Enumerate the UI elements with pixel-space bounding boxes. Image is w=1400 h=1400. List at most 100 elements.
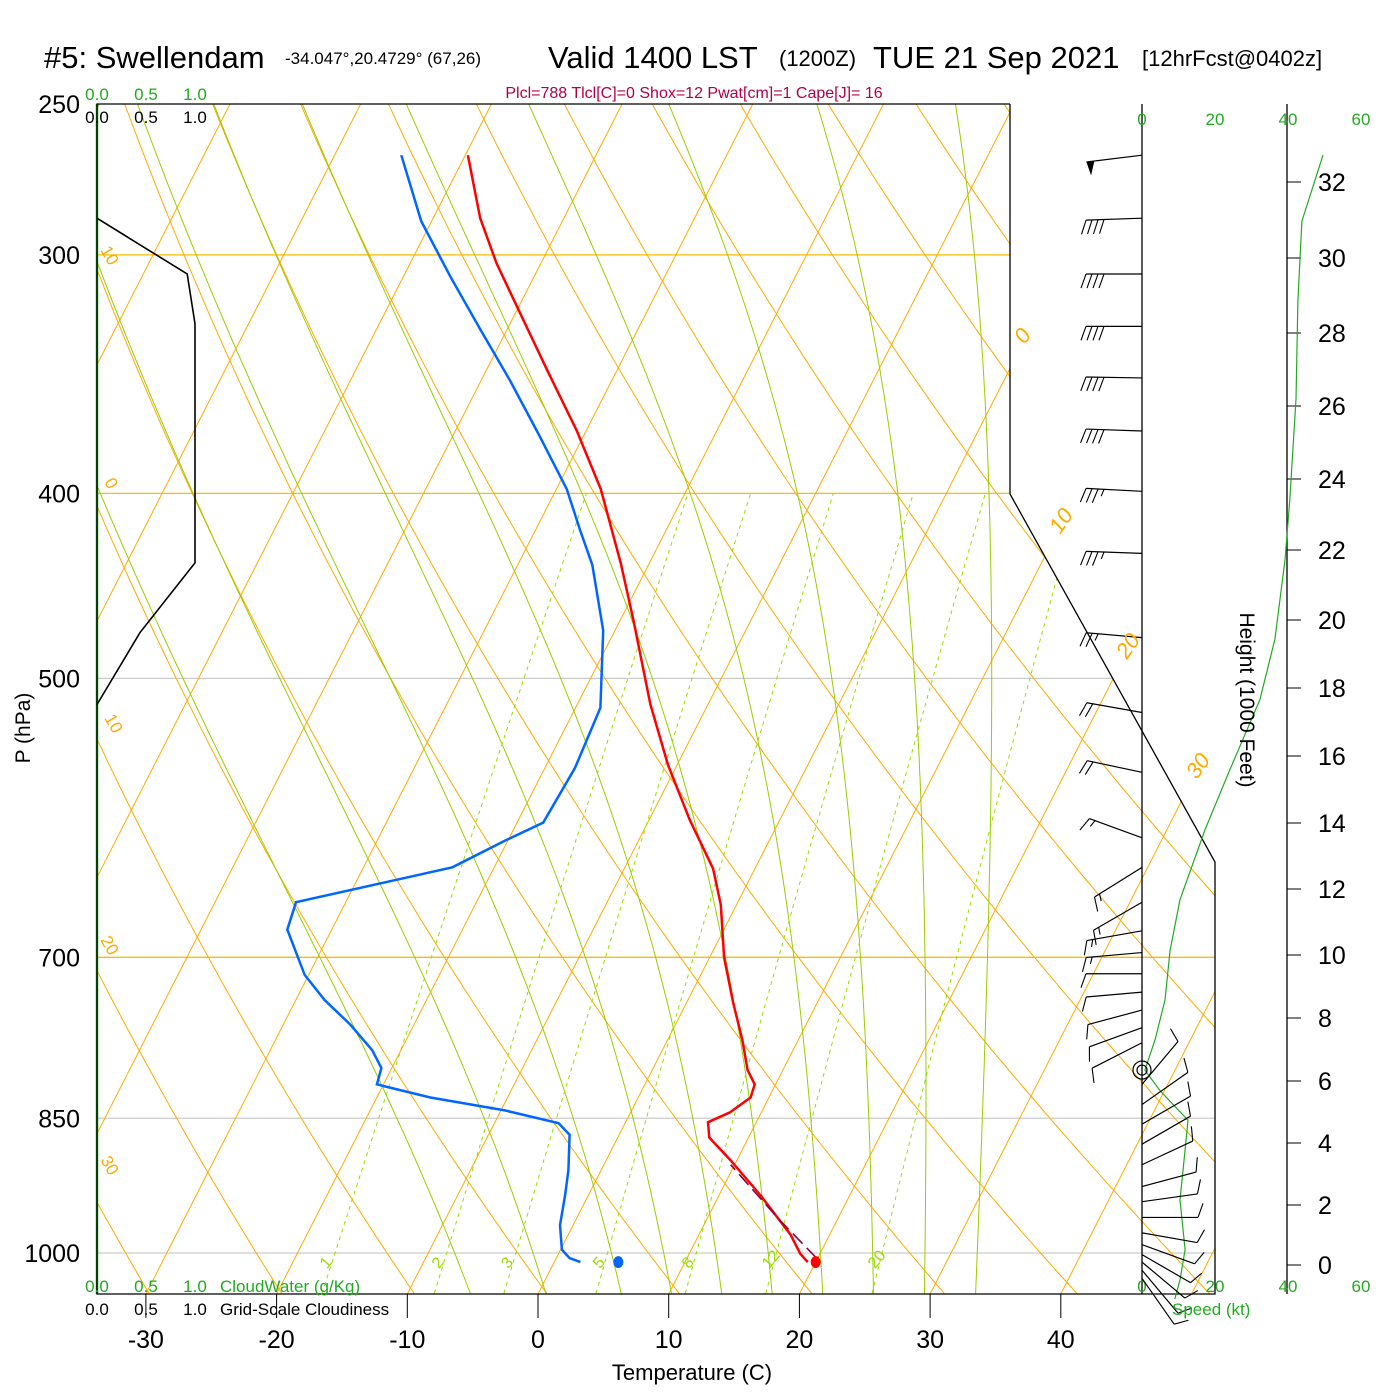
temperature-tick-label: -20 — [259, 1326, 295, 1354]
wind-barb — [1141, 1101, 1192, 1145]
wind-barb — [1141, 1126, 1194, 1166]
barb-staff — [1086, 930, 1143, 942]
speed-axis-label-bottom: 40 — [1279, 1277, 1298, 1296]
isotherm-line — [145, 104, 848, 1294]
isotherm-line — [276, 104, 979, 1294]
barb-staff — [1086, 632, 1143, 639]
barb-staff — [1141, 1140, 1194, 1166]
pressure-tick-label: 500 — [38, 665, 80, 693]
isotherm-label: 10 — [1044, 503, 1079, 538]
height-tick-label: 16 — [1318, 743, 1346, 771]
barb-full — [1092, 273, 1099, 289]
mixing-ratio-line — [765, 493, 986, 1294]
isotherm-line — [1060, 104, 1215, 1294]
dry-adiabat — [720, 104, 1215, 1294]
barb-half — [1100, 489, 1105, 497]
barb-staff — [1141, 1277, 1175, 1325]
barb-staff — [1086, 702, 1143, 714]
barb-full — [1092, 930, 1097, 945]
pressure-tick-label: 1000 — [24, 1240, 80, 1268]
dry-adiabat — [807, 104, 1215, 1294]
barb-full — [1091, 1068, 1095, 1084]
dry-adiabat — [459, 104, 1215, 1294]
wind-barb — [1141, 1057, 1189, 1105]
height-tick-label: 18 — [1318, 675, 1346, 703]
cloudwater-title: CloudWater (g/Kg) — [220, 1277, 360, 1296]
valid-time: Valid 1400 LST — [548, 40, 758, 75]
barb-staff — [1141, 1041, 1179, 1085]
wind-barb — [1092, 901, 1143, 945]
temperature-tick-label: -30 — [128, 1326, 164, 1354]
isotherm-line — [668, 104, 1215, 1294]
barb-full — [1190, 1126, 1194, 1142]
barb-full — [1183, 1057, 1189, 1073]
barb-full — [1194, 1252, 1205, 1265]
plot-border — [96, 103, 1216, 1295]
wind-barb — [1079, 818, 1143, 839]
mixing-ratio-line — [595, 493, 834, 1294]
mixing-ratio-line — [321, 493, 587, 1294]
barb-full — [1086, 219, 1093, 235]
barb-full — [1187, 1081, 1192, 1097]
isotherm-line — [0, 0, 63, 1293]
dewpoint-line — [285, 154, 605, 1264]
barb-full — [1177, 1307, 1193, 1314]
wind-barb — [1079, 487, 1143, 503]
barb-full — [1092, 429, 1099, 444]
moist-adiabat — [528, 104, 824, 1294]
barb-half — [1089, 956, 1093, 965]
height-tick-label: 26 — [1318, 393, 1346, 421]
y-axis-title: P (hPa) — [12, 693, 35, 764]
temperature-tick-label: -10 — [389, 1326, 425, 1354]
temperature-line — [466, 154, 809, 1263]
mixing-ratio-label: 12 — [759, 1247, 784, 1272]
barb-staff — [1085, 376, 1143, 379]
cloudwater-axis-label-top: 0.0 — [85, 85, 109, 104]
wind-barb — [1141, 1028, 1179, 1085]
left-isotherm-label: 0 — [101, 475, 122, 493]
barb-staff — [1086, 154, 1143, 163]
cloudwater-axis-label-bottom: 1.0 — [183, 1277, 207, 1296]
cloudiness-axis-label-bottom: 1.0 — [183, 1300, 207, 1319]
cloudwater-axis-label-bottom: 0.0 — [85, 1277, 109, 1296]
barb-full — [1080, 973, 1087, 988]
dry-adiabat — [633, 104, 1215, 1294]
cloudiness-line — [96, 217, 196, 705]
left-isotherm-label: 10 — [97, 243, 123, 269]
height-tick-label: 6 — [1318, 1068, 1332, 1096]
valid-date: TUE 21 Sep 2021 — [873, 40, 1119, 75]
barb-full — [1086, 376, 1093, 392]
wind-barb — [1141, 1229, 1205, 1244]
wind-barb — [1088, 1027, 1143, 1062]
x-axis-title: Temperature (C) — [612, 1360, 772, 1385]
pressure-tick-label: 850 — [38, 1105, 80, 1133]
wind-barb — [1081, 991, 1143, 1012]
barb-full — [1081, 219, 1087, 235]
cloudwater-axis-label-top: 0.5 — [134, 85, 158, 104]
height-tick-label: 28 — [1318, 320, 1346, 348]
wind-barb — [1079, 702, 1143, 717]
parcel-line — [730, 1164, 818, 1259]
mixing-ratio-line — [684, 493, 914, 1294]
barb-staff — [1086, 991, 1143, 998]
barb-full — [1098, 219, 1105, 234]
cloudiness-axis-label-bottom: 0.0 — [85, 1300, 109, 1319]
calm-circle-icon — [1136, 1064, 1148, 1076]
moist-adiabat — [213, 104, 672, 1294]
barb-staff — [1141, 1171, 1197, 1188]
wind-speed-line — [1144, 155, 1324, 1300]
barb-staff — [1093, 901, 1143, 931]
barb-full — [1079, 818, 1090, 831]
left-isotherm-label: 10 — [101, 711, 127, 737]
mixing-ratio-label: 1 — [317, 1254, 336, 1272]
height-tick-label: 2 — [1318, 1192, 1332, 1220]
cloudwater-axis-label-bottom: 0.5 — [134, 1277, 158, 1296]
barb-half — [1094, 633, 1099, 641]
dry-adiabat — [97, 104, 548, 1294]
barb-half — [1098, 927, 1101, 935]
speed-title: Speed (kt) — [1172, 1300, 1250, 1319]
barb-full — [1079, 632, 1087, 647]
moist-adiabat — [97, 104, 471, 1294]
wind-barb — [1079, 632, 1143, 647]
